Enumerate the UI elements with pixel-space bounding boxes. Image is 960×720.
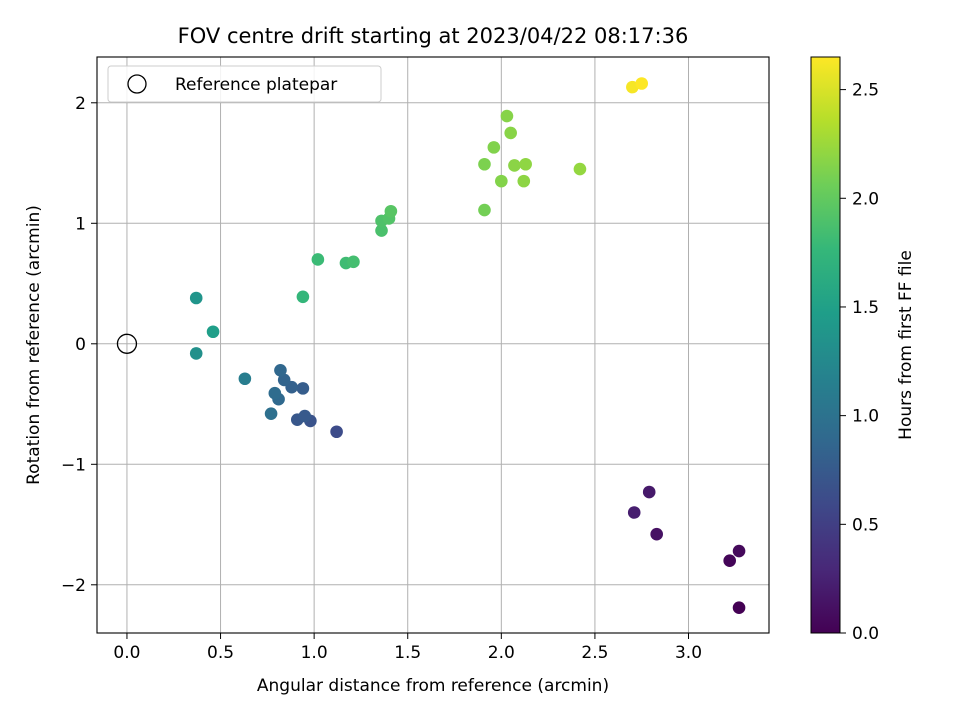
reference-platepar-marker <box>116 333 138 354</box>
data-point <box>517 174 531 188</box>
x-tick-label: 1.0 <box>301 643 328 663</box>
data-point <box>478 203 491 217</box>
chart-title: FOV centre drift starting at 2023/04/22 … <box>178 24 689 48</box>
x-tick-label: 2.0 <box>488 643 515 663</box>
colorbar-ticks: 0.0 0.5 1.0 1.5 2.0 2.5 <box>840 81 879 644</box>
data-point <box>206 325 220 339</box>
data-point <box>732 601 746 614</box>
y-tick-label: −1 <box>61 455 86 475</box>
data-point <box>268 386 282 400</box>
y-tick-label: 2 <box>75 94 86 114</box>
colorbar-tick-label: 0.5 <box>852 515 879 535</box>
data-point <box>508 159 521 172</box>
data-point <box>347 255 360 269</box>
data-point <box>277 373 291 387</box>
data-point <box>384 204 398 218</box>
data-point <box>298 409 312 423</box>
y-tick-label: 0 <box>75 335 86 355</box>
legend-entry-reference: Reference platepar <box>175 75 337 95</box>
data-point <box>330 425 343 439</box>
y-axis-label: Rotation from reference (arcmin) <box>24 205 44 485</box>
y-tick-label: 1 <box>75 214 86 234</box>
data-point <box>519 157 532 171</box>
colorbar-label: Hours from first FF file <box>896 250 916 440</box>
legend-box <box>107 65 382 103</box>
colorbar-tick-label: 2.0 <box>852 189 879 209</box>
x-axis-ticks: 0.0 0.5 1.0 1.5 2.0 2.5 3.0 <box>113 633 702 663</box>
data-point <box>500 109 514 123</box>
data-point <box>238 372 252 386</box>
legend: Reference platepar <box>107 65 382 103</box>
data-point <box>642 485 656 499</box>
x-tick-label: 0.0 <box>113 643 140 663</box>
colorbar-tick-label: 2.5 <box>852 81 879 101</box>
colorbar <box>810 56 841 634</box>
colorbar-tick-label: 1.0 <box>852 407 879 427</box>
y-tick-label: −2 <box>61 576 86 596</box>
data-point <box>296 382 310 395</box>
data-point <box>264 407 278 420</box>
data-point <box>732 544 746 558</box>
data-point <box>189 291 203 305</box>
data-point <box>627 506 641 519</box>
data-point <box>495 174 508 188</box>
data-point <box>504 126 517 140</box>
y-axis-ticks: −2 −1 0 1 2 <box>61 94 97 596</box>
data-point <box>635 77 649 90</box>
data-point <box>650 527 663 541</box>
x-tick-label: 0.5 <box>207 643 234 663</box>
x-tick-label: 1.5 <box>394 643 421 663</box>
data-point <box>478 157 491 171</box>
data-point <box>311 253 325 266</box>
data-point <box>296 290 310 304</box>
data-point <box>375 224 388 237</box>
grid <box>97 57 769 633</box>
colorbar-tick-label: 0.0 <box>852 624 879 644</box>
data-point <box>189 347 203 360</box>
data-point <box>274 364 287 377</box>
x-tick-label: 3.0 <box>675 643 702 663</box>
x-axis-label: Angular distance from reference (arcmin) <box>257 676 609 696</box>
plot-frame <box>96 56 770 634</box>
data-point <box>723 554 736 567</box>
legend-open-circle-icon <box>127 74 147 94</box>
data-points <box>189 77 746 614</box>
data-point <box>573 162 587 176</box>
reference-marker-layer <box>116 333 138 354</box>
data-point <box>487 141 501 154</box>
colorbar-tick-label: 1.5 <box>852 298 879 318</box>
x-tick-label: 2.5 <box>581 643 608 663</box>
